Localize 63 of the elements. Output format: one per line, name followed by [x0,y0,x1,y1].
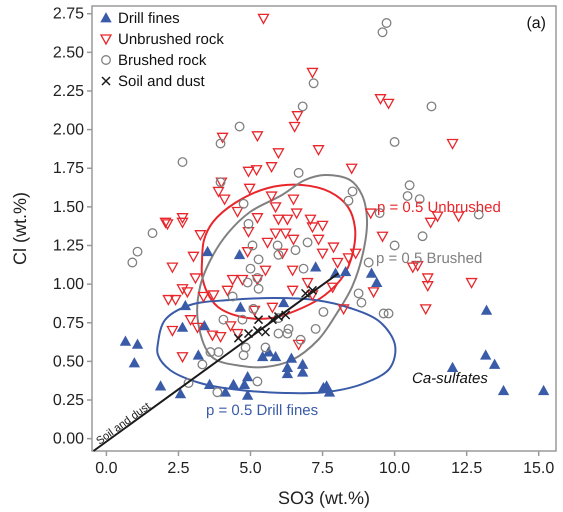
x-tick-label: 7.5 [311,460,334,477]
point [234,249,245,260]
y-tick-label: 0.75 [52,314,84,332]
point [220,386,231,397]
legend-label: Brushed rock [118,52,207,69]
x-tick-label: 10.0 [379,460,410,477]
point [204,379,215,389]
point [120,336,131,346]
annotation: p = 0.5 Drill fines [206,402,318,419]
y-axis-title: Cl (wt.%) [10,192,30,265]
point [242,390,254,400]
x-tick-label: 15.0 [523,460,554,477]
point [234,333,244,343]
point [297,359,308,369]
legend-label: Unbrushed rock [118,31,224,48]
x-tick-label: 2.5 [167,460,190,477]
point [228,379,239,389]
point [538,385,550,396]
point [192,350,204,360]
point [257,351,268,362]
y-tick-label: 1.25 [52,237,84,254]
y-tick-label: 0.00 [52,430,84,448]
point [480,350,492,360]
point [180,300,191,310]
y-tick-label: 1.75 [52,160,84,178]
point [340,266,352,276]
legend-label: Drill fines [118,10,180,27]
y-tick-label: 1.50 [52,198,84,216]
text: Soil and dust [94,400,153,448]
point [128,358,140,368]
point [498,385,509,396]
point [202,246,213,256]
y-tick-label: 0.25 [52,392,84,410]
point [310,262,322,272]
x-tick-label: 12.5 [451,460,482,477]
point [175,388,186,398]
y-tick-label: 2.25 [52,82,84,100]
point [242,371,254,382]
y-tick-label: 0.50 [52,353,84,370]
point [254,314,264,324]
point [278,297,290,308]
point [132,338,143,349]
y-tick-label: 1.00 [52,276,84,294]
x-tick-label: 5.0 [239,460,262,477]
annotation: (a) [526,15,546,32]
y-tick-label: 2.50 [52,44,84,62]
x-axis-title: SO3 (wt.%) [278,488,370,508]
annotation: Ca-sulfates [412,370,488,387]
point [447,362,458,372]
point [155,380,166,391]
point [489,359,500,369]
point [235,302,246,312]
point [481,304,492,315]
legend-label: Soil and dust [118,73,206,90]
x-tick-label: 0.0 [95,460,118,477]
point [366,268,377,278]
point [371,277,382,287]
y-tick-label: 2.75 [52,6,84,23]
point [286,352,297,363]
point [268,314,278,324]
point [177,322,188,332]
y-tick-label: 2.00 [52,122,84,139]
point [270,351,281,362]
